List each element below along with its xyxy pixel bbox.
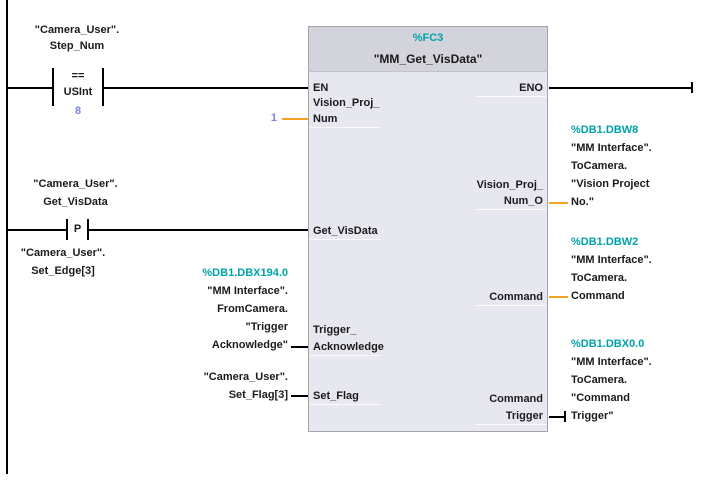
pin-underline (310, 127, 380, 128)
operand-command-address[interactable]: %DB1.DBW2 (571, 236, 639, 248)
fb-block-address[interactable]: %FC3 (412, 32, 444, 44)
pin-underline (476, 209, 546, 210)
p-contact-left-bar (66, 219, 68, 240)
wire-num-input (282, 118, 308, 120)
power-rail (6, 0, 8, 474)
fb-block-body[interactable] (308, 26, 548, 432)
operand-text-line[interactable]: ToCamera. (571, 160, 628, 172)
operand-text-line[interactable]: "MM Interface". (571, 142, 652, 154)
p-contact-operand-line2[interactable]: Get_VisData (43, 196, 108, 208)
operand-text-line[interactable]: ToCamera. (571, 272, 628, 284)
operand-text-line[interactable]: ToCamera. (571, 374, 628, 386)
operand-text-line[interactable]: "Trigger (245, 321, 288, 333)
operand-text-line[interactable]: "MM Interface". (571, 254, 652, 266)
operand-text-line[interactable]: No." (571, 196, 594, 208)
p-contact-symbol[interactable]: P (73, 223, 82, 235)
comparator-operand-line2[interactable]: Step_Num (49, 40, 105, 52)
operand-text-line[interactable]: "Camera_User". (203, 371, 288, 383)
pin-underline (310, 404, 380, 405)
pin-trigger-acknowledge-l2[interactable]: Acknowledge (313, 341, 384, 353)
fb-block-header[interactable] (308, 26, 548, 72)
operand-text-line[interactable]: Set_Flag[3] (228, 389, 288, 401)
pin-vision-proj-num-l2[interactable]: Num (313, 113, 338, 125)
wire-set-flag-input (291, 395, 308, 397)
eno-end-tick (691, 82, 693, 93)
comparator-operand-line1[interactable]: "Camera_User". (34, 24, 120, 36)
pin-vision-proj-num-l1[interactable]: Vision_Proj_ (313, 97, 380, 109)
edge-memory-line1[interactable]: "Camera_User". (20, 247, 106, 259)
operand-command-trigger-address[interactable]: %DB1.DBX0.0 (571, 338, 645, 350)
pin-trigger-acknowledge-l1[interactable]: Trigger_ (313, 324, 357, 336)
wire-rail-to-pcontact (8, 229, 66, 231)
pin-eno[interactable]: ENO (519, 82, 543, 94)
pin-command[interactable]: Command (489, 291, 543, 303)
comparator-datatype[interactable]: USInt (63, 86, 93, 98)
wire-comparator-to-en (104, 87, 308, 89)
edge-memory-line2[interactable]: Set_Edge[3] (31, 265, 95, 277)
comparator-operator[interactable]: == (71, 70, 85, 82)
wire-pcontact-to-getvisdata (89, 229, 308, 231)
pin-vision-proj-num-o-l2[interactable]: Num_O (503, 195, 543, 207)
command-trigger-end-tick (564, 411, 566, 422)
wire-trigger-acknowledge-input (291, 346, 308, 348)
pin-underline (310, 239, 380, 240)
pin-command-trigger-l1[interactable]: Command (489, 393, 543, 405)
operand-text-line[interactable]: "MM Interface". (207, 285, 288, 297)
wire-command-output (549, 296, 568, 298)
operand-text-line[interactable]: FromCamera. (217, 303, 288, 315)
operand-text-line[interactable]: "MM Interface". (571, 356, 652, 368)
pin-underline (310, 355, 380, 356)
operand-text-line[interactable]: "Vision Project (571, 178, 650, 190)
operand-text-line[interactable]: Command (571, 290, 625, 302)
pin-underline (476, 96, 546, 97)
comparator-right-bar (102, 68, 104, 106)
comparator-value[interactable]: 8 (74, 105, 82, 117)
pin-underline (476, 305, 546, 306)
fb-block-title[interactable]: "MM_Get_VisData" (373, 52, 483, 66)
p-contact-right-bar (87, 219, 89, 240)
pin-command-trigger-l2[interactable]: Trigger (505, 410, 543, 422)
operand-text-line[interactable]: Trigger" (571, 410, 614, 422)
pin-vision-proj-num-o-l1[interactable]: Vision_Proj_ (476, 179, 543, 191)
operand-vision-project-no-address[interactable]: %DB1.DBW8 (571, 124, 639, 136)
pin-en[interactable]: EN (313, 82, 329, 94)
pin-underline (476, 424, 546, 425)
wire-command-trigger-output (549, 416, 565, 418)
wire-rail-to-comparator (8, 87, 52, 89)
p-contact-operand-line1[interactable]: "Camera_User". (33, 178, 118, 190)
wire-eno-output (549, 87, 693, 89)
pin-get-visdata[interactable]: Get_VisData (313, 225, 378, 237)
operand-text-line[interactable]: "Command (571, 392, 630, 404)
pin-set-flag[interactable]: Set_Flag (313, 390, 359, 402)
vision-proj-num-constant[interactable]: 1 (270, 112, 277, 124)
operand-trigger-acknowledge-address[interactable]: %DB1.DBX194.0 (202, 267, 288, 279)
comparator-left-bar (52, 68, 54, 106)
wire-vision-proj-num-o-output (549, 202, 568, 204)
operand-text-line[interactable]: Acknowledge" (211, 339, 288, 351)
